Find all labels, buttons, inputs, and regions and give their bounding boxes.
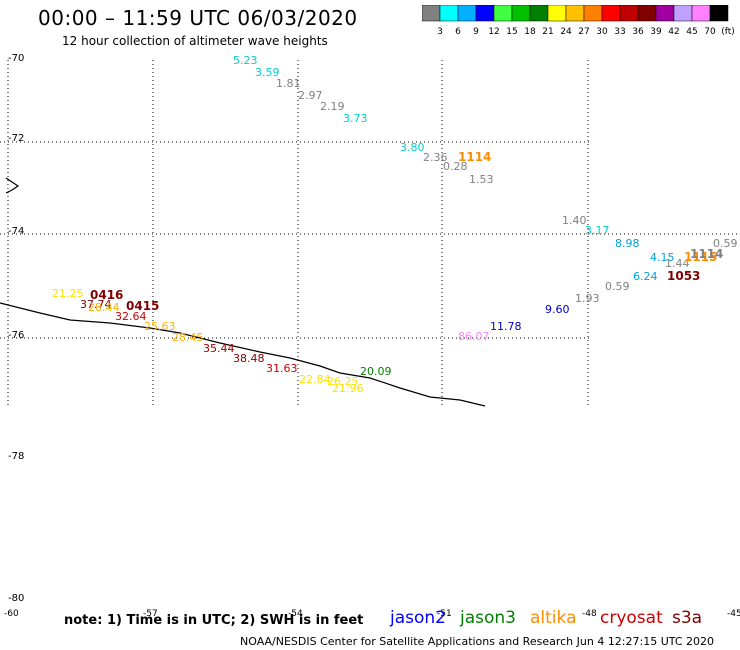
scale-label: (ft): [721, 27, 735, 37]
wave-height-label: 11.78: [490, 320, 522, 333]
wave-height-label: 0.59: [605, 280, 630, 293]
scale-label: 33: [614, 27, 626, 37]
wave-height-label: 32.64: [115, 310, 147, 323]
legend-cryosat: cryosat: [600, 608, 663, 628]
wave-observations: 5.233.591.812.972.193.73 3.802.360.281.53…: [52, 54, 738, 395]
pass-time-label: 1053: [667, 269, 700, 283]
scale-label: 9: [473, 27, 479, 37]
wave-height-label: 1.44: [665, 257, 690, 270]
scale-label: 21: [542, 27, 554, 37]
wave-height-label: 1.53: [469, 173, 494, 186]
wave-height-label: 28.45: [172, 331, 204, 344]
wave-height-label: 3.17: [585, 224, 610, 237]
map-subtitle: 12 hour collection of altimeter wave hei…: [62, 34, 328, 48]
lon-label-60: -60: [4, 609, 19, 619]
scale-label: 24: [560, 27, 572, 37]
pass-time-label: 0416: [90, 288, 123, 302]
wave-height-label: 2.19: [320, 100, 345, 113]
lon-label-57: -57: [143, 609, 158, 619]
legend-jason3: jason3: [460, 608, 516, 628]
wave-height-label: 20.09: [360, 365, 392, 378]
scale-label: 36: [632, 27, 644, 37]
wave-height-label: 2.97: [298, 89, 323, 102]
wave-height-label: 5.23: [233, 54, 258, 67]
legend-note: note: 1) Time is in UTC; 2) SWH is in fe…: [64, 613, 364, 628]
island-outline: [5, 177, 20, 194]
scale-label: 27: [578, 27, 590, 37]
wave-height-label: 3.73: [343, 112, 368, 125]
wave-height-label: 35.44: [203, 342, 235, 355]
color-scale-bar: [421, 4, 729, 22]
scale-label: 70: [704, 27, 716, 37]
lon-label-54: -54: [288, 609, 303, 619]
coastline: [0, 302, 486, 407]
wave-height-label: 1.40: [562, 214, 587, 227]
lat-label-78: -78: [8, 451, 24, 462]
wave-height-label: 28.44: [88, 301, 120, 314]
wave-height-label: 1.81: [276, 77, 301, 90]
wave-height-label: 0.59: [713, 237, 738, 250]
scale-label: 18: [524, 27, 536, 37]
wave-height-label: 22.84: [299, 373, 331, 386]
scale-label: 30: [596, 27, 608, 37]
scale-label: 42: [668, 27, 680, 37]
lat-label-80: -80: [8, 593, 24, 604]
lon-label-51: -51: [437, 609, 452, 619]
scale-label: 12: [488, 27, 500, 37]
wave-height-color-scale: 3 6 9 12 15 18 21 24 27 30 33 36 39 42 45 70 (ft): [421, 4, 735, 37]
wave-height-label: 4.15: [650, 251, 675, 264]
wave-height-label: 21.96: [332, 382, 364, 395]
lon-label-45: -45: [727, 609, 740, 619]
wave-height-label: 8.98: [615, 237, 640, 250]
wave-height-label: 2.36: [423, 151, 448, 164]
scale-label: 6: [455, 27, 461, 37]
credit-line: NOAA/NESDIS Center for Satellite Applica…: [240, 635, 715, 648]
legend-altika: altika: [530, 608, 577, 628]
wave-height-label: 25.63: [144, 320, 176, 333]
scale-label: 3: [437, 27, 443, 37]
wave-height-label: 3.59: [255, 66, 280, 79]
lat-label-76: -76: [8, 330, 24, 341]
wave-height-label: 21.25: [52, 287, 84, 300]
scale-label: 39: [650, 27, 662, 37]
wave-height-label: 37.74: [80, 298, 112, 311]
lat-label-72: -72: [8, 133, 24, 144]
pass-time-label: 1115: [684, 250, 717, 264]
lat-label-74: -74: [8, 226, 24, 237]
pass-time-label: 1114: [690, 247, 723, 261]
lon-label-48: -48: [582, 609, 597, 619]
wave-height-label: 3.80: [400, 141, 425, 154]
lat-label-70: -70: [8, 53, 24, 64]
wave-height-label: 1.93: [575, 292, 600, 305]
wave-height-label: 26.25: [327, 375, 359, 388]
wave-height-label: 0.28: [443, 160, 468, 173]
scale-label: 45: [686, 27, 698, 37]
legend-jason2: jason2: [390, 608, 446, 628]
map-title: 00:00 – 11:59 UTC 06/03/2020: [38, 6, 358, 30]
wave-height-label: 86.07: [458, 330, 490, 343]
scale-swatch: [709, 4, 729, 22]
wave-height-label: 31.63: [266, 362, 298, 375]
wave-height-label: 38.48: [233, 352, 265, 365]
legend-s3a: s3a: [672, 608, 703, 628]
wave-height-label: 9.60: [545, 303, 570, 316]
wave-height-label: 6.24: [633, 270, 658, 283]
pass-time-label: 0415: [126, 299, 159, 313]
grid-lines: [0, 60, 740, 405]
pass-time-label: 1114: [458, 150, 491, 164]
scale-label: 15: [506, 27, 518, 37]
